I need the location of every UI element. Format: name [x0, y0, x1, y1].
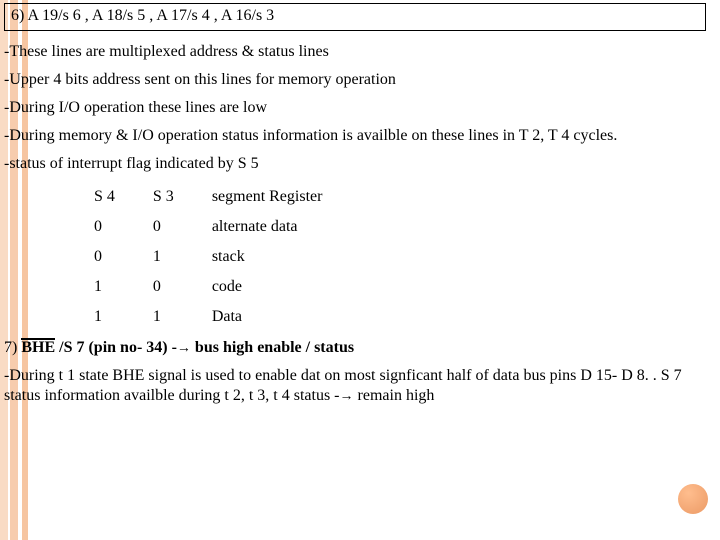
table-cell: 0	[84, 242, 143, 272]
table-row: 1 0 code	[84, 272, 350, 302]
status-table: S 4 S 3 segment Register 0 0 alternate d…	[84, 182, 350, 332]
col-header: segment Register	[202, 182, 351, 212]
table-cell: code	[202, 272, 351, 302]
heading7-tail: bus high enable / status	[191, 339, 354, 356]
bullet-line: -status of interrupt flag indicated by S…	[4, 154, 710, 174]
table-row: 1 1 Data	[84, 302, 350, 332]
table-cell: 0	[143, 212, 202, 242]
table-row: 0 1 stack	[84, 242, 350, 272]
bullet-line: -During memory & I/O operation status in…	[4, 126, 710, 146]
table-cell: stack	[202, 242, 351, 272]
table-cell: 1	[84, 272, 143, 302]
table-cell: 0	[143, 272, 202, 302]
heading7-post: /S 7 (pin no- 34) -	[55, 339, 177, 356]
slide-content: 6) A 19/s 6 , A 18/s 5 , A 17/s 4 , A 16…	[0, 0, 720, 424]
col-header: S 4	[84, 182, 143, 212]
table-cell: 1	[143, 302, 202, 332]
arrow-icon: →	[340, 387, 354, 403]
bullet-line: -During I/O operation these lines are lo…	[4, 98, 710, 118]
decor-bubble	[678, 484, 708, 514]
bullet7-tail: remain high	[354, 387, 435, 404]
table-cell: 1	[84, 302, 143, 332]
section-6-heading: 6) A 19/s 6 , A 18/s 5 , A 17/s 4 , A 16…	[4, 3, 706, 31]
table-row: 0 0 alternate data	[84, 212, 350, 242]
bullet-line: -These lines are multiplexed address & s…	[4, 42, 710, 62]
table-cell: Data	[202, 302, 351, 332]
section-7-heading: 7) BHE /S 7 (pin no- 34) -→ bus high ena…	[4, 338, 710, 358]
table-header-row: S 4 S 3 segment Register	[84, 182, 350, 212]
col-header: S 3	[143, 182, 202, 212]
arrow-icon: →	[177, 339, 191, 355]
bhe-overline: BHE	[21, 338, 55, 356]
table-cell: alternate data	[202, 212, 351, 242]
table-cell: 0	[84, 212, 143, 242]
bullet-line: -Upper 4 bits address sent on this lines…	[4, 70, 710, 90]
heading7-pre: 7)	[4, 339, 21, 356]
bullet-line: -During t 1 state BHE signal is used to …	[4, 366, 710, 406]
table-cell: 1	[143, 242, 202, 272]
